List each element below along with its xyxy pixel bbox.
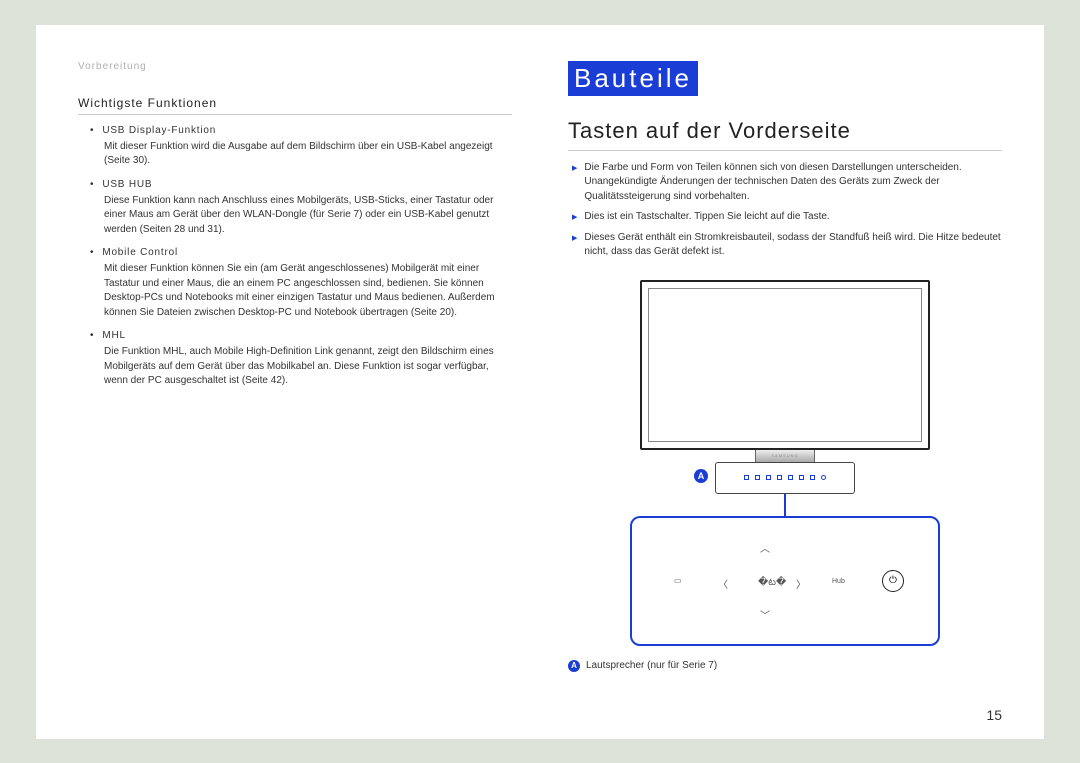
base-btn-icon <box>810 475 815 480</box>
sub-heading: Tasten auf der Vorderseite <box>568 118 1002 151</box>
hub-label: Hub <box>832 578 845 585</box>
base-btn-icon <box>766 475 771 480</box>
feature-body: Mit dieser Funktion wird die Ausgabe auf… <box>90 140 512 169</box>
note-item: Dieses Gerät enthält ein Stromkreisbaute… <box>572 231 1002 260</box>
feature-body: Mit dieser Funktion können Sie ein (am G… <box>90 262 512 320</box>
note-text: Dieses Gerät enthält ein Stromkreisbaute… <box>584 231 1002 260</box>
monitor-screen <box>648 288 922 442</box>
note-list: Die Farbe und Form von Teilen können sic… <box>568 161 1002 266</box>
base-btn-icon <box>777 475 782 480</box>
chapter-title: Bauteile <box>568 61 698 96</box>
caption-badge-a: A <box>568 660 580 672</box>
feature-title: MHL <box>90 330 512 341</box>
base-btn-icon <box>799 475 804 480</box>
caption-text: Lautsprecher (nur für Serie 7) <box>586 660 717 671</box>
monitor-neck: SAMSUNG <box>755 450 815 462</box>
control-panel-detail: ︿ ﹀ ▭ 〈 �ట� 〉 Hub ⏻ <box>630 516 940 646</box>
diagram-caption: A Lautsprecher (nur für Serie 7) <box>568 660 717 672</box>
feature-body: Diese Funktion kann nach Anschluss eines… <box>90 194 512 238</box>
base-btn-icon <box>821 475 826 480</box>
enter-icon: �ట� <box>758 576 786 590</box>
list-item: USB Display-Funktion Mit dieser Funktion… <box>90 125 512 169</box>
list-item: USB HUB Diese Funktion kann nach Anschlu… <box>90 179 512 238</box>
note-text: Dies ist ein Tastschalter. Tippen Sie le… <box>584 210 829 225</box>
nav-left-icon: 〈 <box>718 576 728 591</box>
feature-title: Mobile Control <box>90 247 512 258</box>
list-item: Mobile Control Mit dieser Funktion könne… <box>90 247 512 320</box>
feature-body: Die Funktion MHL, auch Mobile High-Defin… <box>90 345 512 389</box>
base-btn-icon <box>755 475 760 480</box>
base-btn-icon <box>744 475 749 480</box>
monitor-base: A <box>715 462 855 494</box>
monitor-illustration <box>640 280 930 450</box>
document-page: Vorbereitung Wichtigste Funktionen USB D… <box>36 25 1044 739</box>
menu-icon: ▭ <box>674 576 682 585</box>
breadcrumb: Vorbereitung <box>78 61 512 72</box>
note-text: Die Farbe und Form von Teilen können sic… <box>584 161 1002 205</box>
page-number: 15 <box>986 707 1002 723</box>
base-button-row <box>744 475 826 480</box>
section-heading-left: Wichtigste Funktionen <box>78 96 512 115</box>
nav-down-icon: ﹀ <box>760 607 770 622</box>
feature-list: USB Display-Funktion Mit dieser Funktion… <box>78 125 512 399</box>
feature-title: USB HUB <box>90 179 512 190</box>
callout-line <box>784 494 786 516</box>
diagram: SAMSUNG A ︿ ﹀ <box>568 280 1002 672</box>
feature-title: USB Display-Funktion <box>90 125 512 136</box>
list-item: MHL Die Funktion MHL, auch Mobile High-D… <box>90 330 512 389</box>
power-icon: ⏻ <box>882 570 904 592</box>
note-item: Dies ist ein Tastschalter. Tippen Sie le… <box>572 210 1002 225</box>
base-btn-icon <box>788 475 793 480</box>
callout-badge-a: A <box>694 469 708 483</box>
control-grid: ︿ ﹀ ▭ 〈 �ట� 〉 Hub ⏻ <box>660 536 910 626</box>
right-column: Bauteile Tasten auf der Vorderseite Die … <box>560 61 1002 719</box>
note-item: Die Farbe und Form von Teilen können sic… <box>572 161 1002 205</box>
nav-right-icon: 〉 <box>796 576 806 591</box>
brand-logo: SAMSUNG <box>771 453 798 458</box>
left-column: Vorbereitung Wichtigste Funktionen USB D… <box>78 61 520 719</box>
nav-up-icon: ︿ <box>760 540 770 555</box>
